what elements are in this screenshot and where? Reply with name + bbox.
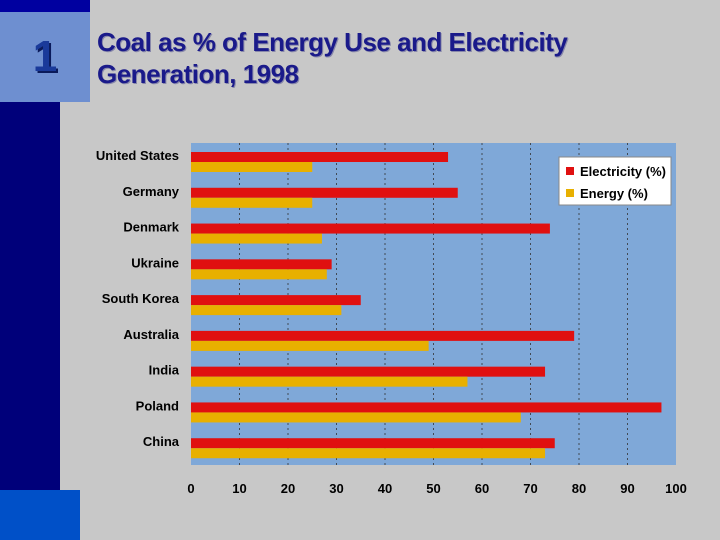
bar-energy <box>191 162 313 172</box>
legend: Electricity (%) Energy (%) <box>558 156 672 206</box>
bar-electricity <box>191 366 546 377</box>
category-label: Denmark <box>123 220 179 235</box>
left-accent-bar-bottom <box>0 490 80 540</box>
bar-electricity <box>191 438 555 449</box>
top-accent-strip <box>0 0 90 12</box>
bars <box>191 152 662 459</box>
bar-electricity <box>191 402 662 413</box>
category-label: South Korea <box>102 291 180 306</box>
x-tick-label: 100 <box>665 481 687 496</box>
x-tick-label: 90 <box>620 481 634 496</box>
legend-box <box>558 156 672 206</box>
category-label: Ukraine <box>131 255 179 270</box>
x-tick-label: 70 <box>523 481 537 496</box>
bar-electricity <box>191 187 458 198</box>
x-tick-label: 60 <box>475 481 489 496</box>
bar-energy <box>191 412 521 423</box>
category-label: India <box>149 363 180 378</box>
slide-title: Coal as % of Energy Use and Electricity … <box>97 27 568 89</box>
bar-energy <box>191 448 546 459</box>
category-label: China <box>143 434 180 449</box>
category-label: Poland <box>136 398 179 413</box>
category-label: United States <box>96 148 179 163</box>
bar-electricity <box>191 223 550 234</box>
bar-energy <box>191 305 342 316</box>
legend-label-energy: Energy (%) <box>580 186 648 201</box>
bar-electricity <box>191 295 361 306</box>
category-labels: United States Germany Denmark Ukraine South … <box>96 148 180 449</box>
bar-energy <box>191 340 429 351</box>
bar-electricity <box>191 330 575 341</box>
bar-energy <box>191 233 322 244</box>
bar-energy <box>191 197 313 208</box>
x-tick-label: 20 <box>281 481 295 496</box>
slide-number: 1 <box>32 32 58 81</box>
bar-electricity <box>191 152 449 162</box>
x-tick-label: 0 <box>187 481 194 496</box>
x-tick-label: 10 <box>232 481 246 496</box>
legend-label-electricity: Electricity (%) <box>580 164 666 179</box>
x-tick-label: 40 <box>378 481 392 496</box>
x-tick-label: 30 <box>329 481 343 496</box>
legend-swatch-electricity <box>566 167 574 175</box>
category-label: Germany <box>123 184 180 199</box>
slide-number-box: 1 <box>0 12 90 102</box>
bar-energy <box>191 269 327 280</box>
x-tick-label: 80 <box>572 481 586 496</box>
bar-energy <box>191 376 468 387</box>
x-tick-labels: 0 10 20 30 40 50 60 70 80 90 100 <box>187 481 686 496</box>
x-tick-label: 50 <box>426 481 440 496</box>
category-label: Australia <box>123 327 179 342</box>
bar-electricity <box>191 259 332 270</box>
legend-swatch-energy <box>566 189 574 197</box>
